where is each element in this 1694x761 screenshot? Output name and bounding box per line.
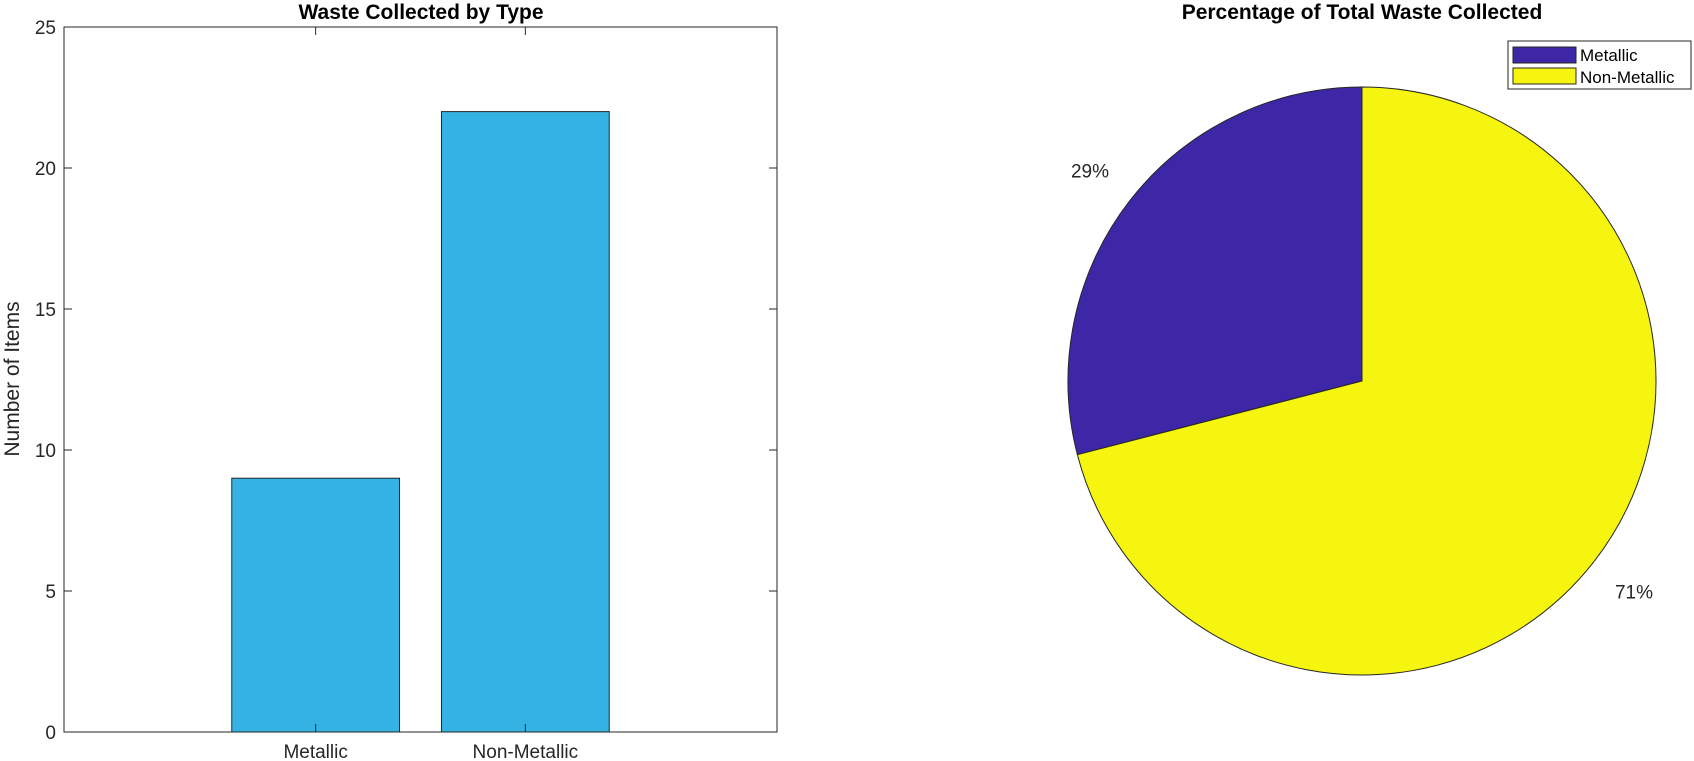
y-axis-label: Number of Items [1,301,24,456]
y-tick-label: 5 [45,582,56,603]
legend-swatch-metallic [1513,47,1576,63]
legend-swatch-non-metallic [1513,68,1576,84]
bars [232,112,609,732]
bar-axes-box [64,27,777,732]
bar-chart: Waste Collected by Type Number of Items … [1,1,777,761]
pie-legend: Metallic Non-Metallic [1508,41,1691,89]
pie-chart: Percentage of Total Waste Collected 29% 7… [1068,1,1691,675]
bar-chart-title: Waste Collected by Type [298,1,543,24]
y-tick-label: 0 [45,723,56,744]
x-tick-label-non-metallic: Non-Metallic [473,742,579,761]
legend-label-metallic: Metallic [1580,46,1638,65]
pie-percent-label-non-metallic: 71% [1615,583,1653,604]
y-axis-ticks: 0 5 10 15 20 25 [35,18,777,744]
y-tick-label: 15 [35,300,56,321]
y-tick-label: 20 [35,159,56,180]
bar-non-metallic [441,112,609,732]
y-tick-label: 25 [35,18,56,39]
x-tick-label-metallic: Metallic [283,742,347,761]
pie-slices [1068,87,1656,675]
y-tick-label: 10 [35,441,56,462]
pie-chart-title: Percentage of Total Waste Collected [1182,1,1543,24]
bar-metallic [232,478,400,732]
pie-percent-label-metallic: 29% [1071,161,1109,182]
legend-label-non-metallic: Non-Metallic [1580,68,1675,87]
